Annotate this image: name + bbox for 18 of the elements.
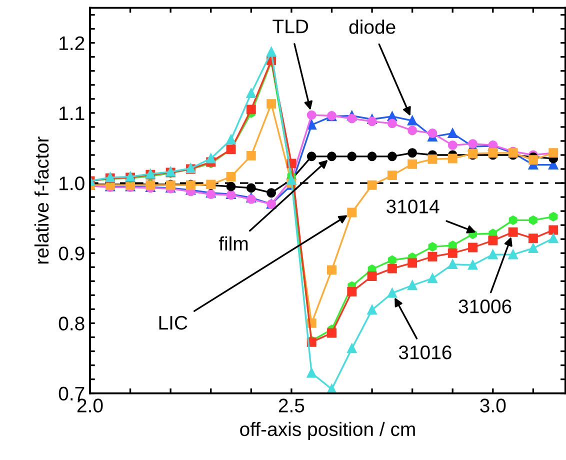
y-tick-label: 0.9 <box>58 246 84 260</box>
annotation: film <box>218 236 248 250</box>
x-tick-label: 2.0 <box>77 398 103 412</box>
y-tick-label: 1.2 <box>60 36 84 50</box>
annotation: TLD <box>272 20 308 34</box>
annotation: diode <box>349 20 396 34</box>
y-tick-label: 1.0 <box>60 176 84 190</box>
y-tick-label: 1.1 <box>60 106 84 120</box>
annotation: 31006 <box>458 300 512 314</box>
y-tick-label: 0.7 <box>58 386 84 401</box>
x-axis-title: off-axis position / cm <box>240 422 415 440</box>
x-tick-label: 2.5 <box>278 398 304 412</box>
annotation: LIC <box>159 316 188 330</box>
annotation: 31016 <box>398 346 452 360</box>
x-tick-label: 3.0 <box>480 398 506 412</box>
y-tick-label: 0.8 <box>58 316 84 330</box>
y-axis-title: relative f-factor <box>34 136 49 264</box>
annotation: 31014 <box>386 200 440 214</box>
